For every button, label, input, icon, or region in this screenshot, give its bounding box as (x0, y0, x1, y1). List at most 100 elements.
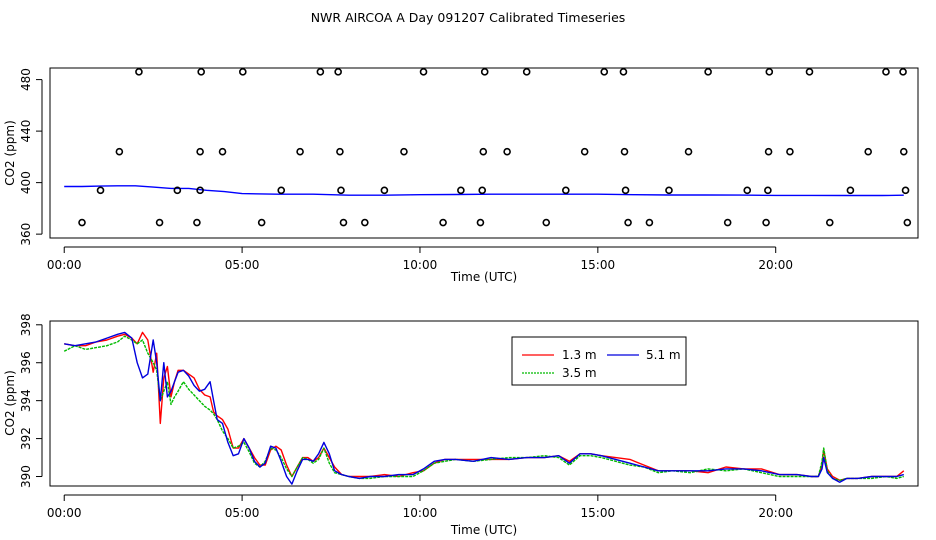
scatter-point (764, 147, 773, 156)
series-lines-bottom (63, 331, 905, 485)
scatter-point (723, 218, 732, 227)
scatter-point (296, 147, 304, 156)
x-axis-top: 00:00 05:00 10:00 15:00 20:00 (47, 246, 793, 272)
x-axis-bottom: 00:00 05:00 10:00 15:00 20:00 (47, 494, 793, 520)
y-tick-label: 392 (19, 427, 33, 450)
scatter-point (257, 218, 266, 227)
x-tick-label: 00:00 (47, 506, 82, 520)
scatter-point (336, 147, 344, 156)
y-tick-label: 396 (19, 351, 33, 374)
y-tick-label: 394 (19, 389, 33, 412)
scatter-point (825, 218, 834, 227)
scatter-point (542, 218, 551, 227)
scatter-point (316, 68, 325, 76)
scatter-point (899, 68, 907, 76)
scatter-point (903, 218, 912, 227)
scatter-point (196, 147, 204, 156)
scatter-point (620, 147, 629, 156)
scatter-point (196, 186, 204, 195)
legend-box (511, 336, 687, 386)
y-tick-label: 360 (19, 223, 33, 246)
scatter-point (479, 147, 488, 156)
x-tick-label: 15:00 (581, 258, 616, 272)
scatter-point (218, 147, 227, 156)
scatter-point (419, 68, 428, 76)
scatter-point (439, 218, 447, 227)
scatter-point (478, 186, 487, 195)
x-tick-label: 05:00 (225, 506, 260, 520)
x-tick-label: 10:00 (403, 506, 438, 520)
scatter-point (155, 218, 164, 227)
scatter-point (480, 68, 489, 76)
scatter-point (135, 68, 143, 76)
x-tick-label: 10:00 (403, 258, 438, 272)
scatter-point (96, 186, 105, 195)
x-tick-label: 15:00 (581, 506, 616, 520)
scatter-point (645, 218, 654, 227)
scatter-point (197, 68, 205, 76)
x-tick-label: 20:00 (758, 258, 793, 272)
scatter-points-top (78, 68, 912, 227)
scatter-point (361, 218, 369, 227)
y-tick-label: 400 (19, 171, 33, 194)
figure-title: NWR AIRCOA A Day 091207 Calibrated Times… (311, 10, 626, 25)
series-lines-top (64, 185, 904, 197)
scatter-point (762, 218, 770, 227)
legend: 1.3 m 3.5 m 5.1 m (511, 336, 687, 386)
scatter-point (665, 186, 673, 195)
scatter-point (901, 186, 910, 195)
y-axis-bottom: 390 392 394 396 398 (19, 313, 43, 488)
scatter-point (899, 147, 908, 156)
scatter-point (173, 186, 182, 195)
scatter-point (503, 147, 511, 156)
scatter-point (624, 218, 632, 227)
scatter-point (337, 186, 345, 195)
y-tick-label: 440 (19, 120, 33, 143)
scatter-point (704, 68, 712, 76)
legend-label-1-3m: 1.3 m (562, 348, 597, 362)
scatter-point (334, 68, 342, 76)
scatter-point (764, 186, 772, 195)
plot-frame-bottom (49, 320, 919, 487)
x-tick-label: 00:00 (47, 258, 82, 272)
scatter-point (78, 218, 86, 227)
x-tick-label: 20:00 (758, 506, 793, 520)
scatter-point (765, 68, 774, 76)
panel-top: 00:00 05:00 10:00 15:00 20:00 360 400 440 480 T… (3, 67, 919, 284)
scatter-point (786, 147, 794, 156)
scatter-point (400, 147, 408, 156)
scatter-point (882, 68, 890, 76)
scatter-point (239, 68, 247, 76)
panel-bottom: 00:00 05:00 10:00 15:00 20:00 39039239439639… (3, 313, 919, 537)
x-axis-label-top: Time (UTC) (450, 270, 517, 284)
scatter-point (522, 68, 531, 76)
scatter-point (277, 186, 286, 195)
scatter-point (864, 147, 872, 156)
x-axis-label-bottom: Time (UTC) (450, 523, 517, 537)
x-tick-label: 05:00 (225, 258, 260, 272)
scatter-point (457, 186, 465, 195)
y-tick-label: 390 (19, 465, 33, 488)
scatter-point (580, 147, 589, 156)
series-line-5-1-m (64, 331, 904, 485)
legend-label-5-1m: 5.1 m (646, 348, 681, 362)
scatter-point (600, 68, 609, 76)
y-axis-top: 360 400 440 480 (19, 68, 43, 246)
scatter-point (115, 147, 124, 156)
scatter-point (684, 147, 693, 156)
scatter-point (339, 218, 348, 227)
scatter-point (743, 186, 752, 195)
scatter-point (621, 186, 630, 195)
scatter-point (562, 186, 570, 195)
y-axis-label-top: CO2 (ppm) (3, 120, 17, 186)
series-line-series-0 (64, 185, 904, 197)
scatter-point (619, 68, 628, 76)
scatter-point (193, 218, 201, 227)
legend-label-3-5m: 3.5 m (562, 366, 597, 380)
scatter-point (846, 186, 855, 195)
scatter-point (805, 68, 814, 76)
y-tick-label: 480 (19, 68, 33, 91)
plot-frame-top (49, 67, 919, 239)
y-axis-label-bottom: CO2 (ppm) (3, 370, 17, 436)
